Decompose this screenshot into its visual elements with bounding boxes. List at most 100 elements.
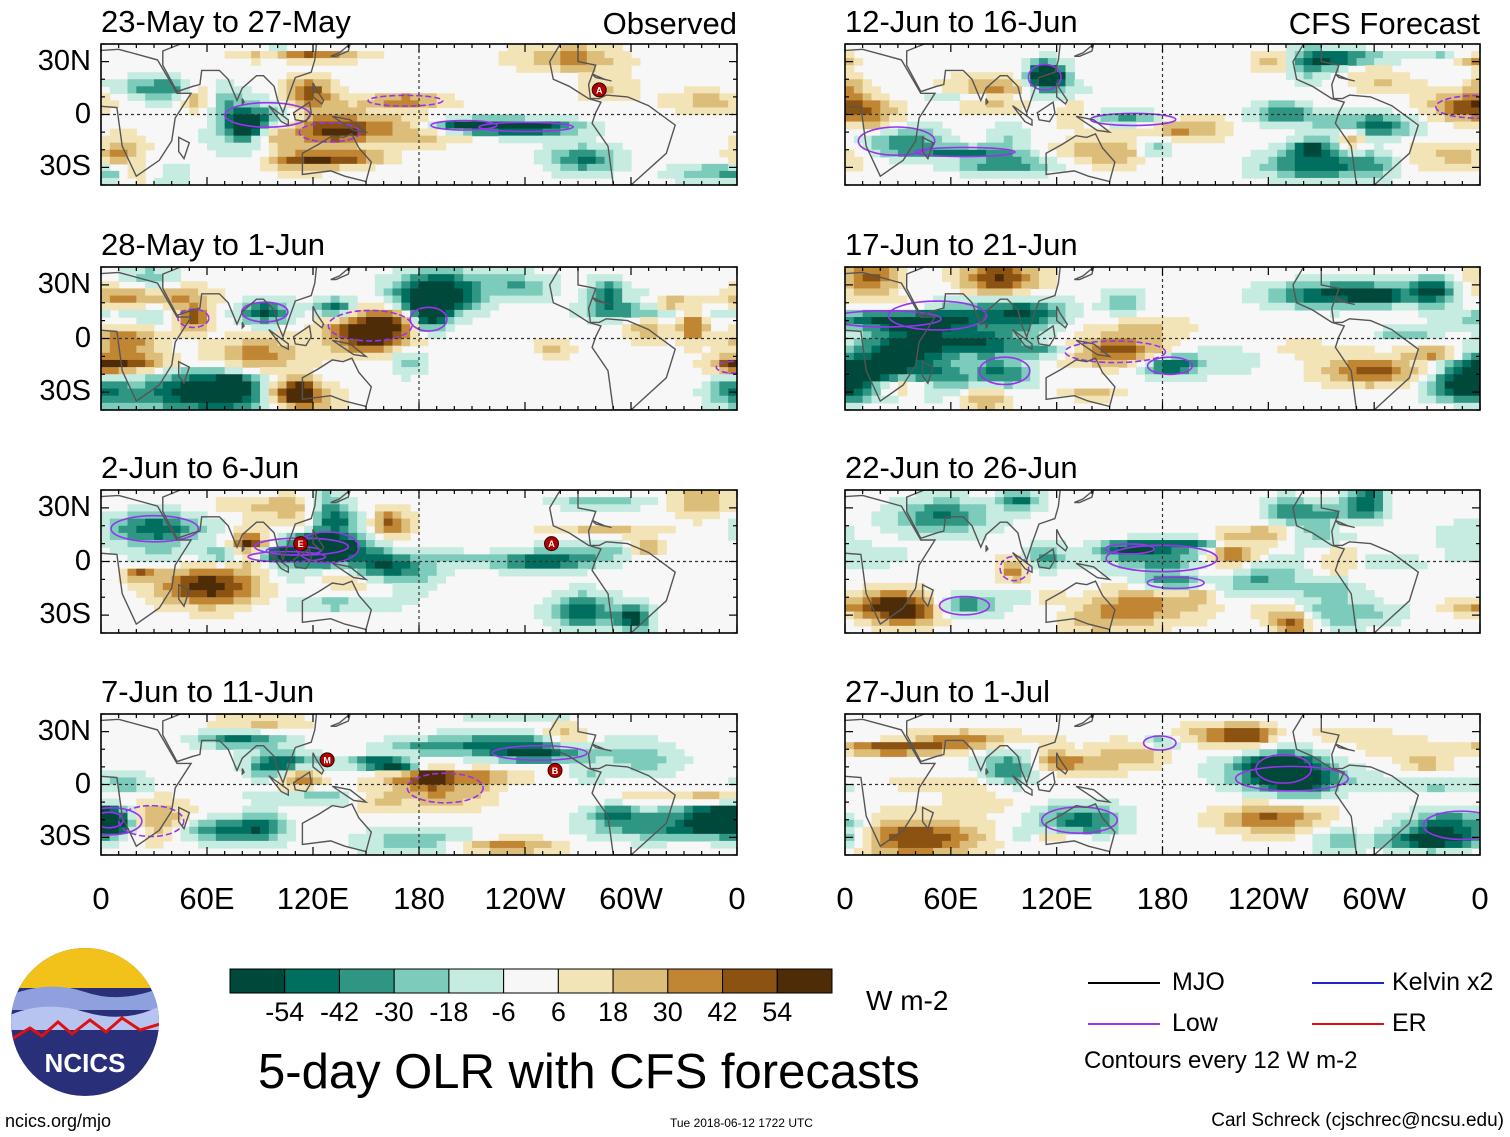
olr-cell bbox=[463, 770, 473, 779]
olr-cell bbox=[666, 324, 676, 332]
olr-cell bbox=[224, 381, 235, 390]
olr-cell bbox=[1030, 345, 1040, 354]
olr-cell bbox=[277, 128, 288, 137]
olr-cell bbox=[560, 561, 570, 570]
olr-cell bbox=[648, 833, 659, 842]
olr-cell bbox=[1444, 367, 1455, 375]
olr-cell bbox=[277, 490, 288, 498]
olr-cell bbox=[136, 388, 146, 397]
olr-cell bbox=[1277, 302, 1287, 311]
olr-cell bbox=[604, 44, 614, 52]
olr-cell bbox=[1180, 114, 1190, 123]
olr-cell bbox=[1074, 302, 1084, 311]
olr-cell bbox=[1409, 121, 1419, 130]
olr-cell bbox=[366, 833, 376, 842]
olr-cell bbox=[145, 840, 155, 849]
olr-cell bbox=[578, 597, 588, 605]
olr-cell bbox=[1180, 121, 1190, 130]
olr-cell bbox=[516, 714, 526, 722]
olr-cell bbox=[321, 309, 332, 318]
olr-cell bbox=[578, 149, 588, 158]
olr-cell bbox=[1330, 288, 1340, 297]
olr-cell bbox=[862, 100, 873, 109]
olr-cell bbox=[1294, 51, 1305, 59]
olr-cell bbox=[260, 721, 270, 729]
olr-cell bbox=[1338, 156, 1349, 165]
olr-cell bbox=[215, 107, 226, 116]
olr-cell bbox=[728, 302, 737, 311]
olr-cell bbox=[427, 317, 438, 325]
olr-cell bbox=[339, 395, 349, 404]
olr-cell bbox=[180, 604, 190, 613]
olr-cell bbox=[233, 367, 243, 375]
coastline bbox=[268, 552, 289, 574]
olr-cell bbox=[542, 142, 553, 151]
olr-cell bbox=[383, 833, 394, 842]
olr-cell bbox=[224, 812, 235, 821]
olr-cell bbox=[215, 295, 226, 304]
olr-cell bbox=[1356, 121, 1366, 130]
olr-cell bbox=[853, 331, 864, 340]
olr-cell bbox=[321, 79, 332, 87]
olr-cell bbox=[207, 142, 217, 151]
olr-cell bbox=[551, 274, 561, 282]
olr-cell bbox=[1444, 317, 1455, 325]
olr-cell bbox=[719, 798, 729, 807]
olr-cell bbox=[321, 798, 332, 807]
olr-cell bbox=[154, 582, 164, 591]
olr-cell bbox=[648, 618, 659, 627]
olr-cell bbox=[109, 812, 120, 821]
olr-cell bbox=[101, 345, 111, 354]
olr-cell bbox=[613, 554, 623, 563]
olr-cell bbox=[392, 742, 402, 750]
olr-cell bbox=[383, 554, 394, 563]
olr-cell bbox=[419, 359, 429, 368]
olr-cell bbox=[101, 511, 111, 520]
olr-cell bbox=[631, 540, 641, 548]
storm-label: A bbox=[596, 85, 603, 95]
olr-cell bbox=[145, 367, 155, 375]
olr-cell bbox=[871, 338, 881, 347]
olr-cell bbox=[463, 317, 473, 325]
olr-cell bbox=[286, 518, 296, 527]
olr-cell bbox=[560, 540, 570, 548]
olr-cell bbox=[560, 742, 570, 750]
olr-cell bbox=[1188, 114, 1199, 123]
olr-cell bbox=[595, 504, 606, 513]
olr-cell bbox=[260, 497, 270, 505]
olr-cell bbox=[189, 568, 199, 577]
olr-cell bbox=[410, 833, 420, 842]
olr-cell bbox=[595, 525, 606, 534]
olr-cell bbox=[480, 840, 491, 849]
olr-cell bbox=[1409, 288, 1419, 297]
olr-cell bbox=[1259, 107, 1269, 116]
olr-cell bbox=[427, 847, 438, 855]
olr-cell bbox=[171, 525, 182, 534]
olr-cell bbox=[1338, 367, 1349, 375]
coastline bbox=[1055, 82, 1069, 105]
olr-cell bbox=[198, 728, 208, 736]
olr-cell bbox=[525, 714, 535, 722]
olr-cell bbox=[419, 274, 429, 282]
olr-cell bbox=[1294, 281, 1305, 290]
olr-cell bbox=[595, 833, 606, 842]
olr-cell bbox=[454, 777, 464, 786]
olr-cell bbox=[897, 114, 908, 123]
olr-cell bbox=[304, 149, 314, 158]
olr-cell bbox=[1241, 295, 1252, 304]
olr-cell bbox=[348, 547, 358, 555]
olr-cell bbox=[277, 497, 288, 505]
olr-cell bbox=[215, 819, 226, 828]
olr-cell bbox=[1171, 359, 1181, 368]
olr-cell bbox=[675, 763, 685, 771]
olr-cell bbox=[162, 395, 173, 404]
olr-cell bbox=[277, 561, 288, 570]
olr-cell bbox=[728, 352, 737, 361]
olr-cell bbox=[613, 735, 623, 743]
olr-cell bbox=[277, 735, 288, 743]
olr-cell bbox=[198, 735, 208, 743]
olr-cell bbox=[701, 317, 712, 325]
olr-cell bbox=[215, 611, 226, 620]
olr-cell bbox=[613, 274, 623, 282]
coastline bbox=[591, 296, 612, 306]
